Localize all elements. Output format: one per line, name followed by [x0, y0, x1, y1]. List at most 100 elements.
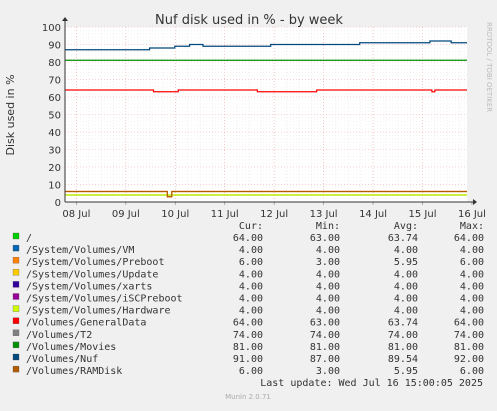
y-tick-label: 40	[48, 128, 61, 139]
legend-header: Min:	[316, 221, 340, 232]
legend-swatch	[12, 365, 20, 373]
x-tick-label: 14 Jul	[359, 209, 387, 220]
legend-cur-value: 64.00	[233, 233, 263, 244]
legend-min-value: 4.00	[316, 294, 340, 305]
y-tick-label: 60	[48, 93, 61, 104]
legend-series-name: /System/Volumes/Update	[26, 269, 158, 280]
y-tick-label: 100	[42, 23, 61, 34]
legend-max-value: 4.00	[460, 294, 484, 305]
legend-avg-value: 5.95	[394, 366, 418, 377]
y-tick-label: 20	[48, 163, 61, 174]
legend-avg-value: 89.54	[388, 354, 418, 365]
legend-cur-value: 4.00	[239, 281, 263, 292]
legend-max-value: 4.00	[460, 245, 484, 256]
legend-min-value: 74.00	[310, 330, 340, 341]
legend: Cur: Min: Avg: Max: / 64.00 63.00 63.74 64.00/Sy…	[12, 221, 484, 377]
y-tick-label: 70	[48, 76, 61, 87]
legend-series-name: /System/Volumes/iSCPreboot	[26, 294, 183, 305]
legend-cur-value: 91.00	[233, 354, 263, 365]
legend-swatch	[12, 305, 20, 312]
x-axis-arrow	[473, 199, 477, 205]
legend-min-value: 4.00	[316, 245, 340, 256]
legend-avg-value: 4.00	[394, 245, 418, 256]
series-layer	[65, 40, 467, 198]
legend-max-value: 4.00	[460, 281, 484, 292]
legend-avg-value: 4.00	[394, 294, 418, 305]
legend-series-name: /Volumes/GeneralData	[26, 318, 146, 329]
legend-min-value: 4.00	[316, 306, 340, 317]
legend-series-name: /Volumes/RAMDisk	[26, 366, 122, 377]
legend-max-value: 74.00	[454, 330, 484, 341]
legend-min-value: 63.00	[310, 318, 340, 329]
legend-swatch	[12, 353, 20, 361]
legend-series-name: /System/Volumes/Preboot	[26, 257, 164, 268]
legend-avg-value: 5.95	[394, 257, 418, 268]
legend-series-name: /Volumes/T2	[26, 330, 92, 341]
legend-max-value: 92.00	[454, 354, 484, 365]
y-tick-label: 80	[48, 58, 61, 69]
legend-max-value: 4.00	[460, 306, 484, 317]
legend-max-value: 4.00	[460, 269, 484, 280]
x-tick-label: 09 Jul	[112, 209, 140, 220]
series-line-volumes-nuf	[65, 40, 467, 51]
axis-layer: 0 10 20 30 40 50 60 70 80 90 100 08 Jul 09 Jul 10 Jul…	[42, 17, 486, 220]
legend-swatch	[12, 317, 20, 324]
legend-series-name: /Volumes/Movies	[26, 342, 116, 353]
legend-min-value: 81.00	[310, 342, 340, 353]
x-tick-label: 10 Jul	[161, 209, 189, 220]
y-tick-label: 10	[48, 181, 61, 192]
legend-avg-value: 4.00	[394, 269, 418, 280]
legend-cur-value: 4.00	[239, 294, 263, 305]
x-tick-label: 16 Jul	[458, 209, 486, 220]
x-tick-label: 11 Jul	[211, 209, 239, 220]
legend-series-name: /Volumes/Nuf	[26, 354, 98, 365]
legend-swatch	[12, 232, 20, 240]
legend-cur-value: 4.00	[239, 245, 263, 256]
legend-max-value: 64.00	[454, 233, 484, 244]
legend-swatch	[12, 341, 20, 349]
legend-cur-value: 6.00	[239, 366, 263, 377]
series-line-volumes-ramdisk	[65, 190, 467, 198]
legend-swatch	[12, 329, 20, 336]
legend-header: Max:	[460, 221, 484, 232]
x-tick-label: 12 Jul	[260, 209, 288, 220]
legend-swatch	[12, 244, 20, 252]
y-tick-label: 0	[55, 198, 61, 209]
legend-series-name: /System/Volumes/VM	[26, 245, 134, 256]
legend-avg-value: 74.00	[388, 330, 418, 341]
legend-avg-value: 4.00	[394, 306, 418, 317]
munin-footer: Munin 2.0.71	[225, 393, 271, 401]
legend-min-value: 87.00	[310, 354, 340, 365]
legend-min-value: 3.00	[316, 257, 340, 268]
legend-header: Avg:	[394, 221, 418, 232]
legend-max-value: 64.00	[454, 318, 484, 329]
legend-min-value: 4.00	[316, 281, 340, 292]
legend-max-value: 6.00	[460, 366, 484, 377]
legend-min-value: 4.00	[316, 269, 340, 280]
legend-avg-value: 63.74	[388, 233, 418, 244]
legend-min-value: 63.00	[310, 233, 340, 244]
y-tick-label: 50	[48, 111, 61, 122]
legend-max-value: 81.00	[454, 342, 484, 353]
legend-series-name: /System/Volumes/Hardware	[26, 306, 171, 317]
legend-swatch	[12, 269, 20, 276]
chart-title: Nuf disk used in % - by week	[155, 13, 343, 28]
legend-series-name: /	[26, 233, 32, 244]
last-update: Last update: Wed Jul 16 15:00:05 2025	[260, 378, 483, 389]
y-axis-arrow	[62, 17, 68, 21]
legend-cur-value: 74.00	[233, 330, 263, 341]
legend-swatch	[12, 257, 20, 264]
rrdtool-side-label: RRDTOOL / TOBI OETIKER	[485, 22, 493, 112]
x-tick-label: 08 Jul	[62, 209, 90, 220]
legend-cur-value: 4.00	[239, 269, 263, 280]
legend-cur-value: 64.00	[233, 318, 263, 329]
legend-avg-value: 81.00	[388, 342, 418, 353]
legend-cur-value: 81.00	[233, 342, 263, 353]
legend-avg-value: 4.00	[394, 281, 418, 292]
legend-header: Cur:	[239, 221, 263, 232]
series-line-volumes-generaldata	[65, 89, 467, 93]
legend-cur-value: 6.00	[239, 257, 263, 268]
legend-swatch	[12, 293, 20, 300]
x-tick-label: 13 Jul	[310, 209, 338, 220]
